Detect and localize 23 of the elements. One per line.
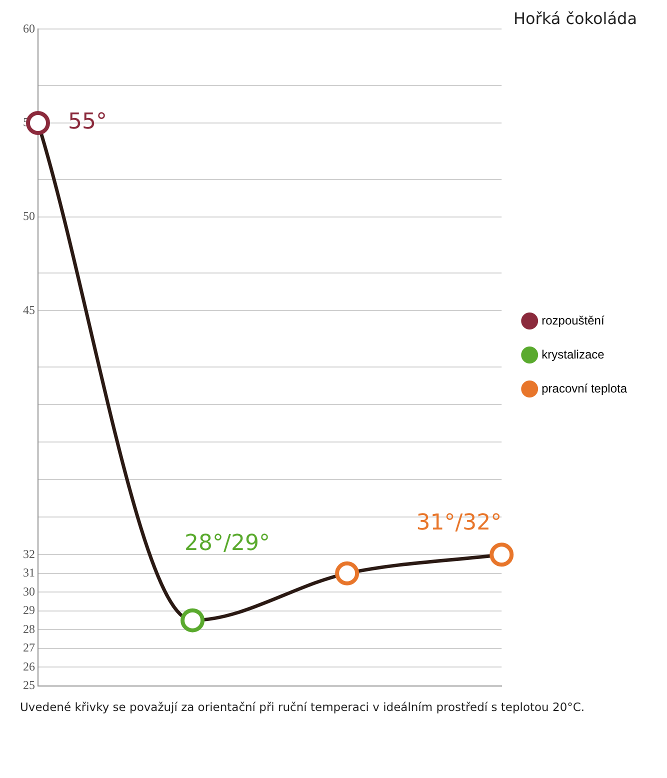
y-tick-label: 29 (23, 603, 35, 618)
y-tick-label: 50 (23, 209, 35, 224)
point (490, 542, 514, 567)
point (180, 608, 205, 632)
point (26, 111, 50, 136)
data-label: 31°/32° (416, 510, 502, 536)
legend-label: pracovní teplota (542, 381, 628, 396)
y-tick-label: 32 (23, 546, 35, 561)
y-tick-label: 30 (23, 584, 35, 598)
y-tick-label: 45 (23, 302, 35, 317)
y-tick-label: 27 (23, 640, 35, 655)
point (335, 561, 360, 586)
y-tick-label: 28 (23, 622, 35, 636)
text: Hořká čokoláda (513, 8, 637, 28)
data-label: 28°/29° (184, 531, 270, 556)
y-tick-label: 31 (23, 566, 35, 580)
text: Uvedené křivky se považují za orientační při ruční temperaci v ideálním prostředí s teplotou 20°C. (19, 700, 586, 714)
legend-label: krystalizace (542, 347, 605, 362)
y-tick-label: 60 (23, 21, 35, 36)
y-tick-label: 25 (23, 678, 35, 692)
y-tick-label: 26 (23, 659, 35, 674)
data-label: 55° (68, 110, 107, 135)
legend-label: rozpouštění (542, 313, 605, 328)
